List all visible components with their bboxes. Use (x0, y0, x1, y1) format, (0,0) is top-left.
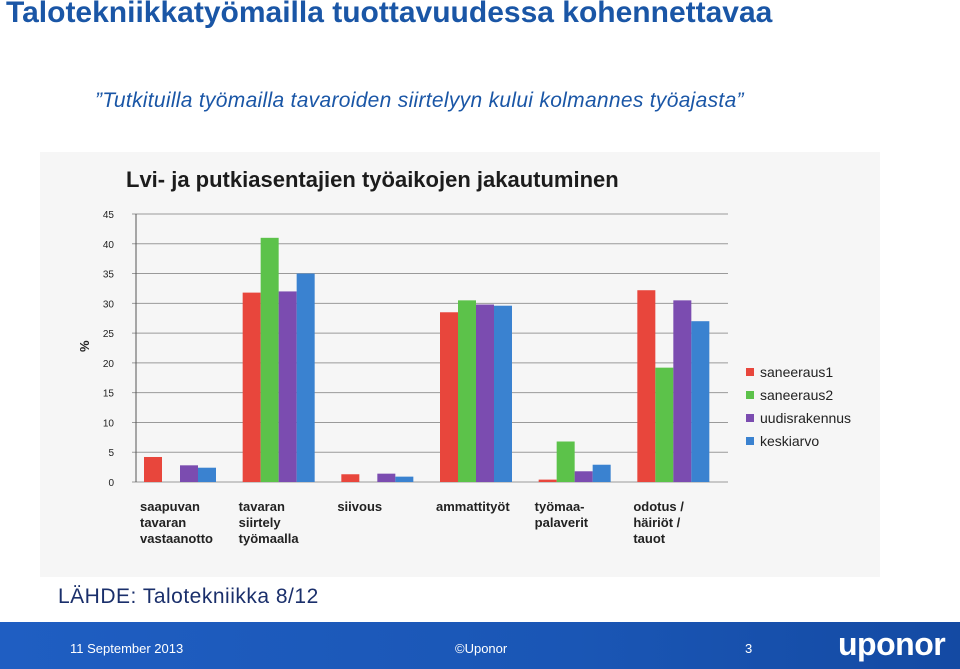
bar-uudisrakennus-1 (278, 291, 297, 482)
bar-keskiarvo-1 (296, 273, 315, 482)
y-axis-label: % (77, 340, 92, 352)
bar-saneeraus1-0 (144, 456, 162, 482)
bar-keskiarvo-3 (494, 305, 512, 482)
bar-keskiarvo-5 (691, 321, 710, 482)
y-tick-label-15: 15 (103, 389, 115, 400)
y-tick-label-35: 35 (103, 270, 115, 281)
uponor-logo: uponor (838, 626, 946, 662)
legend-swatch-saneeraus2 (746, 391, 754, 399)
chart-title: Lvi- ja putkiasentajien työaikojen jakau… (126, 167, 619, 192)
chart-panel: Lvi- ja putkiasentajien työaikojen jakau… (40, 152, 880, 577)
legend-swatch-saneeraus1 (746, 368, 754, 376)
quote-text: ”Tutkituilla työmailla tavaroiden siirte… (95, 89, 744, 112)
x-tick-label-2: siivous (337, 499, 382, 514)
y-tick-label-20: 20 (103, 359, 115, 370)
legend-label-saneeraus1: saneeraus1 (760, 364, 833, 380)
y-tick-label-10: 10 (103, 418, 115, 429)
bar-saneeraus2-5 (655, 367, 674, 482)
bar-uudisrakennus-3 (476, 304, 494, 482)
bar-chart: Lvi- ja putkiasentajien työaikojen jakau… (77, 167, 851, 546)
footer-bar: 11 September 2013 ©Uponor 3 uponor (0, 622, 960, 669)
bar-uudisrakennus-5 (673, 300, 692, 482)
footer-copyright: ©Uponor (455, 641, 508, 656)
y-tick-label-45: 45 (103, 210, 115, 221)
bar-saneeraus2-4 (556, 441, 575, 482)
bar-uudisrakennus-2 (377, 473, 396, 482)
bar-uudisrakennus-4 (574, 471, 593, 482)
bar-saneeraus2-3 (458, 300, 476, 482)
bar-uudisrakennus-0 (180, 465, 198, 482)
legend-swatch-uudisrakennus (746, 414, 754, 422)
x-tick-label-4: työmaa-palaverit (535, 499, 589, 530)
x-tick-label-1: tavaran siirtely työmaalla (239, 499, 300, 546)
bar-keskiarvo-4 (592, 464, 611, 482)
bar-saneeraus1-3 (440, 312, 458, 482)
y-tick-label-25: 25 (103, 329, 115, 340)
slide-title: Talotekniikkatyömailla tuottavuudessa ko… (6, 0, 773, 29)
y-tick-label-30: 30 (103, 299, 115, 310)
bar-saneeraus1-4 (538, 479, 557, 482)
y-tick-label-5: 5 (108, 448, 114, 459)
x-tick-label-3: ammattityöt (436, 499, 510, 514)
bar-saneeraus2-1 (260, 237, 279, 482)
bar-keskiarvo-0 (198, 467, 216, 482)
legend-label-saneeraus2: saneeraus2 (760, 387, 833, 403)
bar-saneeraus1-5 (637, 290, 656, 482)
legend-label-keskiarvo: keskiarvo (760, 433, 819, 449)
footer-page-number: 3 (745, 641, 753, 656)
legend-label-uudisrakennus: uudisrakennus (760, 410, 851, 426)
x-tick-label-5: odotus / häiriöt / tauot (633, 499, 684, 546)
source-text: LÄHDE: Talotekniikka 8/12 (58, 585, 319, 608)
legend-swatch-keskiarvo (746, 437, 754, 445)
bar-keskiarvo-2 (395, 476, 414, 482)
bar-saneeraus1-2 (341, 474, 360, 482)
bar-saneeraus1-1 (242, 292, 261, 482)
footer-date: 11 September 2013 (70, 641, 184, 656)
y-tick-label-40: 40 (103, 240, 115, 251)
y-tick-label-0: 0 (108, 478, 114, 489)
x-tick-label-0: saapuvan tavaran vastaanotto (140, 499, 213, 546)
